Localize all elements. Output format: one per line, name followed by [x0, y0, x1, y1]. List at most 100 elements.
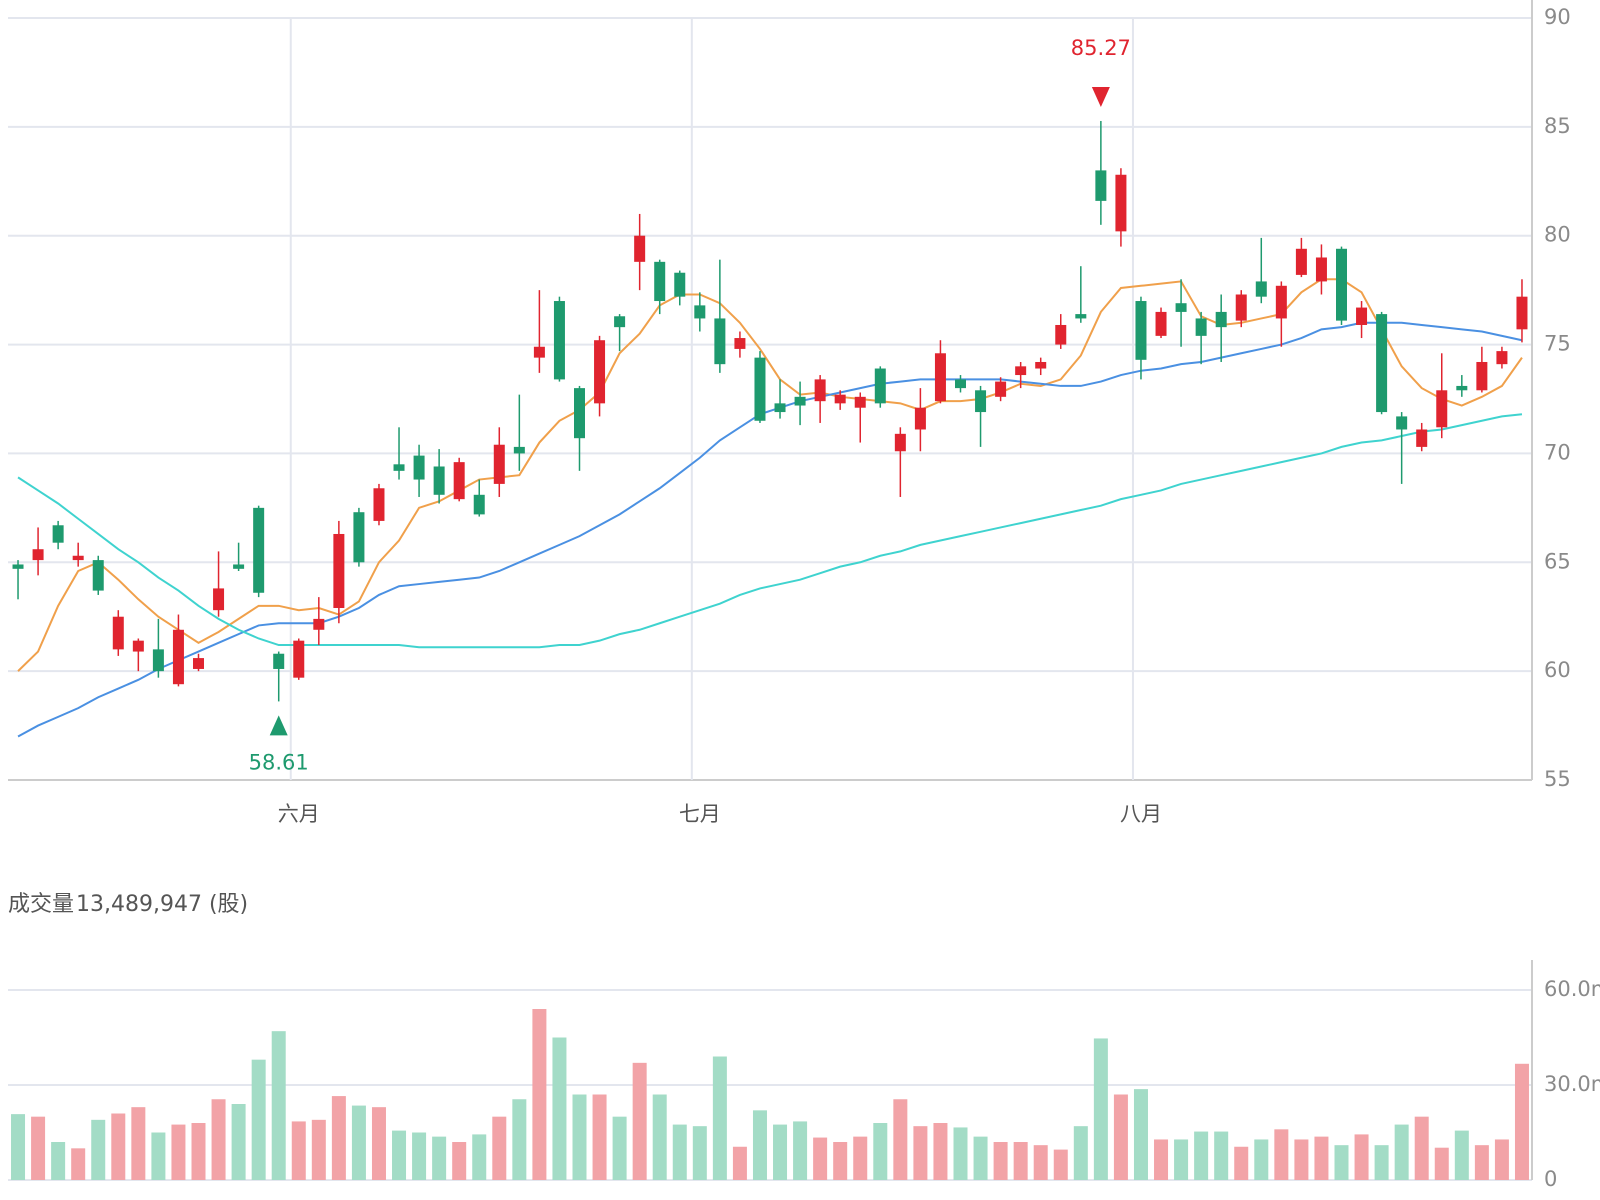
volume-bar — [171, 1124, 186, 1180]
candle-body — [634, 235, 646, 262]
volume-bar — [1334, 1145, 1349, 1180]
y-tick-label: 60.0m — [1544, 977, 1600, 1001]
moving-average-line — [17, 278, 1523, 672]
moving-average-line — [17, 413, 1523, 649]
volume-bar — [1053, 1149, 1068, 1180]
min-marker — [269, 715, 288, 736]
volume-bar — [1033, 1145, 1048, 1180]
candle-body — [172, 629, 184, 685]
volume-bar — [1214, 1131, 1229, 1180]
volume-bar — [51, 1142, 66, 1180]
volume-bar — [813, 1137, 828, 1180]
volume-bar — [111, 1113, 126, 1180]
candle-body — [1275, 285, 1287, 319]
y-tick-label: 0 — [1544, 1167, 1557, 1191]
candle-body — [955, 379, 966, 389]
y-tick-label: 85 — [1544, 114, 1571, 138]
volume-bar — [1314, 1136, 1329, 1180]
candle-body — [714, 318, 726, 365]
volume-readout: 13,489,947 (股) — [76, 892, 248, 917]
candle-body — [92, 560, 104, 591]
volume-bar — [612, 1116, 627, 1180]
candle-body — [32, 549, 44, 561]
x-tick-label: 八月 — [1120, 802, 1162, 826]
candle-body — [1476, 361, 1488, 391]
volume-bar — [793, 1121, 808, 1180]
candle-body — [874, 368, 886, 404]
candle-body — [814, 379, 826, 402]
candle-body — [132, 640, 144, 652]
volume-bar — [351, 1105, 366, 1180]
volume-bar — [211, 1099, 226, 1180]
volume-bar — [412, 1132, 427, 1180]
candle-body — [654, 261, 666, 302]
volume-bar — [1414, 1116, 1429, 1180]
volume-bar — [592, 1094, 607, 1180]
candle-body — [112, 616, 124, 650]
volume-bar — [1133, 1089, 1148, 1180]
candle-body — [473, 494, 485, 515]
candle-body — [273, 653, 285, 669]
y-tick-label: 60 — [1544, 658, 1571, 682]
candle-body — [333, 533, 345, 609]
candle-body — [1496, 351, 1508, 365]
candle-body — [854, 396, 866, 408]
candle-body — [694, 305, 706, 319]
volume-bar — [1174, 1139, 1189, 1180]
volume-bar — [773, 1124, 788, 1180]
volume-bar — [632, 1062, 647, 1180]
candle-body — [393, 464, 405, 471]
volume-bar — [1354, 1134, 1369, 1180]
volume-bar — [311, 1119, 326, 1180]
min-label: 58.61 — [249, 750, 309, 774]
volume-bar — [1254, 1139, 1269, 1180]
candle-body — [1456, 385, 1468, 391]
candle-body — [614, 316, 626, 328]
candle-body — [52, 525, 64, 543]
candle-body — [213, 588, 225, 611]
volume-bar — [933, 1123, 948, 1180]
y-tick-label: 80 — [1544, 223, 1571, 247]
y-tick-label: 70 — [1544, 440, 1571, 464]
candle-body — [293, 640, 305, 678]
volume-bar — [953, 1127, 968, 1180]
volume-bar — [1194, 1131, 1209, 1180]
candle-body — [12, 564, 24, 569]
y-tick-label: 30.0m — [1544, 1072, 1600, 1096]
candle-body — [1235, 294, 1247, 321]
volume-bar — [672, 1124, 687, 1180]
volume-bar — [1154, 1139, 1169, 1180]
candle-body — [193, 658, 204, 669]
volume-bar — [913, 1126, 928, 1180]
candle-body — [1295, 248, 1307, 275]
candle-body — [1436, 390, 1448, 428]
candle-body — [734, 338, 746, 349]
candle-body — [1376, 314, 1388, 413]
candle-body — [253, 507, 265, 593]
volume-bar — [512, 1099, 527, 1180]
candle-body — [313, 618, 325, 630]
candle-body — [1015, 366, 1027, 376]
volume-bar — [91, 1119, 106, 1180]
candle-body — [1336, 248, 1347, 321]
volume-bar — [1494, 1139, 1509, 1180]
candle-body — [1115, 174, 1127, 232]
volume-bar — [392, 1130, 407, 1180]
candle-body — [233, 564, 245, 569]
volume-bar — [1434, 1147, 1449, 1180]
volume-bar — [131, 1107, 146, 1180]
volume-bar — [1454, 1130, 1469, 1180]
volume-bar — [712, 1056, 727, 1180]
candle-body — [1396, 416, 1408, 430]
volume-bar — [1514, 1063, 1529, 1180]
candle-body — [1356, 307, 1368, 325]
volume-bar — [291, 1121, 306, 1180]
x-tick-label: 六月 — [278, 802, 320, 826]
candle-body — [1215, 311, 1227, 328]
volume-bar — [472, 1134, 487, 1180]
candle-body — [1175, 303, 1187, 312]
volume-bar — [11, 1114, 26, 1180]
candle-body — [513, 446, 525, 454]
volume-bar — [1073, 1126, 1088, 1180]
candle-body — [934, 353, 946, 402]
